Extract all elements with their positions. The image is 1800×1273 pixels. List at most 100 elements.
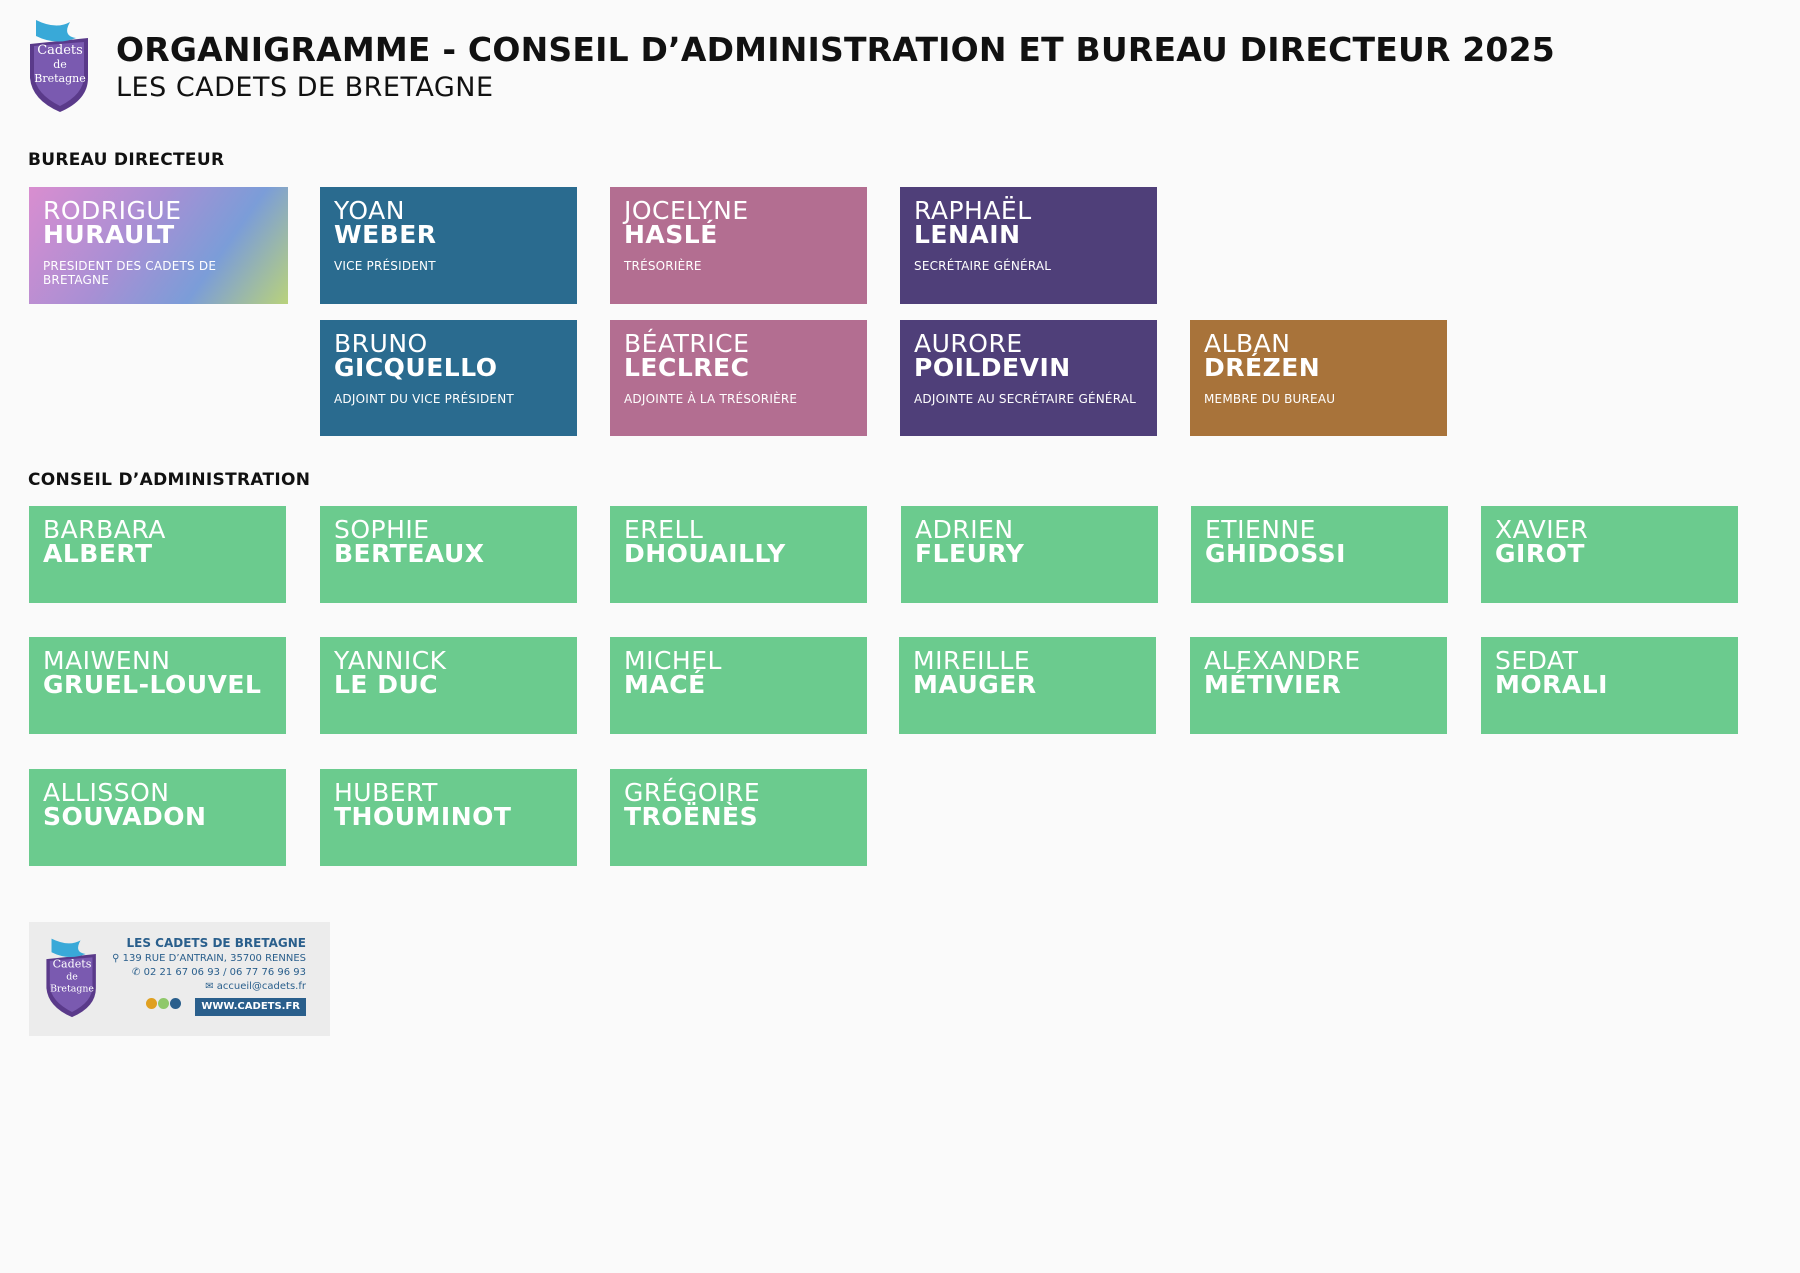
phone-icon: ✆ [132,967,144,978]
member-last-name: WEBER [334,220,437,249]
member-last-name: MÉTIVIER [1204,670,1342,699]
cadets-logo: Cadets de Bretagne [46,938,96,1018]
member-last-name: GHIDOSSI [1205,539,1346,568]
contact-org-name: LES CADETS DE BRETAGNE [126,936,306,950]
member-first-name: HUBERT [334,778,438,807]
member-card: BRUNO GICQUELLO ADJOINT DU VICE PRÉSIDEN… [320,320,577,436]
member-last-name: HURAULT [43,220,175,249]
svg-text:Cadets: Cadets [53,958,92,971]
member-card: JOCELYNE HASLÉ TRÉSORIÈRE [610,187,867,304]
svg-text:de: de [66,972,78,983]
member-last-name: GICQUELLO [334,353,498,382]
mail-icon: ✉ [205,981,217,992]
member-last-name: MAUGER [913,670,1037,699]
social-icon[interactable] [158,998,170,1009]
member-first-name: RAPHAËL [914,196,1032,225]
member-first-name: ALBAN [1204,329,1291,358]
member-first-name: XAVIER [1495,515,1589,544]
member-last-name: LECLREC [624,353,750,382]
section-bureau-directeur: BUREAU DIRECTEUR [28,150,225,170]
member-card: RODRIGUE HURAULT PRESIDENT DES CADETS DE… [29,187,288,304]
member-last-name: LENAIN [914,220,1021,249]
member-first-name: MAIWENN [43,646,171,675]
member-card: YOAN WEBER VICE PRÉSIDENT [320,187,577,304]
member-role: SECRÉTAIRE GÉNÉRAL [914,259,1052,273]
member-role: MEMBRE DU BUREAU [1204,392,1336,406]
member-card: MIREILLE MAUGER [899,637,1156,734]
member-last-name: DRÉZEN [1204,353,1321,382]
member-last-name: GRUEL-LOUVEL [43,670,262,699]
member-first-name: BARBARA [43,515,166,544]
member-last-name: FLEURY [915,539,1025,568]
member-first-name: YOAN [334,196,405,225]
member-card: GRÉGOIRE TROËNÈS [610,769,867,866]
member-card: RAPHAËL LENAIN SECRÉTAIRE GÉNÉRAL [900,187,1157,304]
social-icon[interactable] [170,998,182,1009]
member-role: ADJOINTE AU SECRÉTAIRE GÉNÉRAL [914,392,1137,406]
svg-text:de: de [53,58,67,71]
member-last-name: DHOUAILLY [624,539,786,568]
svg-text:Bretagne: Bretagne [34,72,85,85]
member-first-name: SOPHIE [334,515,430,544]
member-card: MICHEL MACÉ [610,637,867,734]
member-first-name: MIREILLE [913,646,1031,675]
member-first-name: ALLISSON [43,778,170,807]
contact-address: 139 RUE D’ANTRAIN, 35700 RENNES [122,953,306,964]
member-last-name: MACÉ [624,670,706,699]
member-first-name: ADRIEN [915,515,1014,544]
member-role: ADJOINTE À LA TRÉSORIÈRE [624,392,798,406]
member-role: VICE PRÉSIDENT [334,259,436,273]
member-last-name: GIROT [1495,539,1585,568]
location-pin-icon: ⚲ [112,953,123,964]
member-first-name: ALEXANDRE [1204,646,1361,675]
member-card: BÉATRICE LECLREC ADJOINTE À LA TRÉSORIÈR… [610,320,867,436]
member-last-name: TROËNÈS [624,802,759,831]
member-last-name: BERTEAUX [334,539,485,568]
contact-email[interactable]: accueil@cadets.fr [216,981,306,992]
member-first-name: RODRIGUE [43,196,182,225]
member-last-name: MORALI [1495,670,1608,699]
member-last-name: ALBERT [43,539,153,568]
member-first-name: JOCELYNE [624,196,749,225]
member-last-name: POILDEVIN [914,353,1071,382]
member-role: ADJOINT DU VICE PRÉSIDENT [334,392,514,406]
member-first-name: AURORE [914,329,1023,358]
member-card: XAVIER GIROT [1481,506,1738,603]
member-first-name: BRUNO [334,329,428,358]
cadets-logo: Cadets de Bretagne [30,20,88,112]
member-first-name: YANNICK [334,646,447,675]
member-first-name: GRÉGOIRE [624,778,761,807]
contact-card: Cadets de Bretagne LES CADETS DE BRETAGN… [29,922,330,1036]
member-first-name: SEDAT [1495,646,1579,675]
member-card: MAIWENN GRUEL-LOUVEL [29,637,286,734]
member-role: PRESIDENT DES CADETS DE BRETAGNE [43,259,217,287]
svg-text:Bretagne: Bretagne [50,984,94,995]
member-card: SEDAT MORALI [1481,637,1738,734]
section-conseil-administration: CONSEIL D’ADMINISTRATION [28,470,311,490]
member-card: BARBARA ALBERT [29,506,286,603]
page-subtitle: LES CADETS DE BRETAGNE [116,72,494,103]
social-icon[interactable] [146,998,158,1009]
member-card: ERELL DHOUAILLY [610,506,867,603]
member-first-name: ERELL [624,515,704,544]
member-last-name: LE DUC [334,670,439,699]
social-icons [145,998,182,1014]
member-card: ALBAN DRÉZEN MEMBRE DU BUREAU [1190,320,1447,436]
member-card: SOPHIE BERTEAUX [320,506,577,603]
member-first-name: ETIENNE [1205,515,1316,544]
member-role: TRÉSORIÈRE [624,259,702,273]
member-last-name: THOUMINOT [334,802,512,831]
member-card: ADRIEN FLEURY [901,506,1158,603]
member-card: ALLISSON SOUVADON [29,769,286,866]
member-card: ETIENNE GHIDOSSI [1191,506,1448,603]
contact-phone: 02 21 67 06 93 / 06 77 76 96 93 [143,967,306,978]
page-title: ORGANIGRAMME - CONSEIL D’ADMINISTRATION … [116,30,1555,69]
member-card: YANNICK LE DUC [320,637,577,734]
member-last-name: HASLÉ [624,220,718,249]
website-link[interactable]: WWW.CADETS.FR [195,998,306,1016]
member-card: AURORE POILDEVIN ADJOINTE AU SECRÉTAIRE … [900,320,1157,436]
member-card: HUBERT THOUMINOT [320,769,577,866]
member-first-name: BÉATRICE [624,329,750,358]
member-first-name: MICHEL [624,646,722,675]
member-card: ALEXANDRE MÉTIVIER [1190,637,1447,734]
